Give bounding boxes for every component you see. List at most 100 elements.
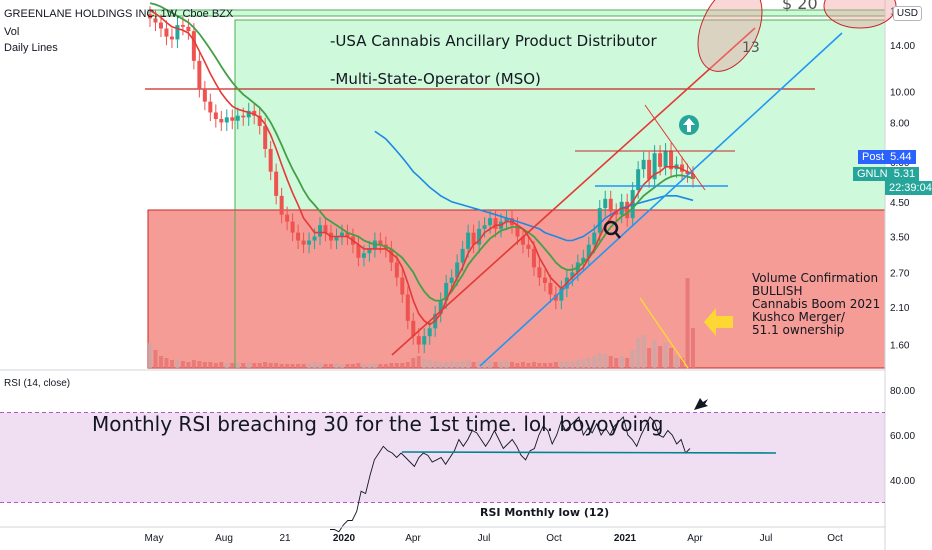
candle-body [241, 115, 246, 118]
time-tick-label: Jul [478, 533, 491, 544]
time-tick-label: Apr [405, 533, 421, 544]
candle-body [400, 277, 405, 295]
volume-bar [564, 361, 569, 368]
volume-bar [499, 362, 504, 368]
candle-body [570, 272, 575, 278]
volume-bar [504, 361, 509, 368]
price-tick-label: 2.70 [890, 268, 910, 279]
volume-bar [608, 356, 613, 368]
volume-bar [252, 363, 257, 368]
candle-body [186, 26, 191, 32]
volume-bar [219, 362, 224, 368]
volume-bar [301, 364, 306, 368]
volume-bar [197, 361, 202, 368]
volume-note-3: Cannabis Boom 2021 [752, 297, 881, 311]
volume-bar [202, 362, 207, 368]
candle-body [274, 171, 279, 196]
candle-body [647, 159, 652, 180]
volume-bar [334, 363, 339, 368]
volume-bar [586, 358, 591, 368]
candle-body [636, 169, 641, 191]
price-tick-label: 4.50 [890, 198, 910, 209]
candle-body [389, 248, 394, 263]
candle-body [641, 159, 646, 170]
candle-body [466, 232, 471, 249]
volume-bar [531, 362, 536, 368]
volume-bar [680, 358, 685, 368]
volume-bar [630, 350, 635, 368]
candle-body [180, 25, 185, 27]
candle-body [334, 236, 339, 241]
volume-bar [422, 359, 427, 368]
daily-lines-label: Daily Lines [4, 42, 58, 54]
volume-bar [592, 356, 597, 368]
candle-body [405, 294, 410, 321]
channel-lower-line [479, 32, 843, 367]
volume-bar [318, 363, 323, 368]
volume-bar [213, 363, 218, 368]
up-arrow-glyph [683, 118, 695, 132]
volume-bar [394, 363, 399, 368]
volume-bar [685, 278, 690, 368]
yellow-arrow-icon [704, 308, 733, 336]
volume-label: Vol [4, 26, 20, 38]
price-tick-label: 14.00 [890, 41, 915, 52]
volume-bar [542, 363, 547, 368]
volume-bar [647, 348, 652, 368]
volume-note-1: Volume Confirmation [752, 271, 879, 285]
volume-bar [515, 363, 520, 368]
volume-bar [383, 364, 388, 368]
time-tick-label: Oct [546, 533, 562, 544]
candle-body [531, 248, 536, 268]
volume-bar [290, 364, 295, 368]
volume-bar [641, 335, 646, 368]
candle-body [559, 288, 564, 301]
time-tick-label: 2020 [333, 533, 356, 544]
candle-body [235, 115, 240, 121]
candle-body [460, 248, 465, 263]
volume-bar [652, 340, 657, 368]
volume-bar [378, 364, 383, 368]
candle-body [652, 153, 657, 180]
candle-body [669, 151, 674, 170]
candle-body [290, 221, 295, 233]
candle-body [323, 225, 328, 233]
candle-body [312, 236, 317, 241]
volume-note-5: 51.1 ownership [752, 323, 845, 337]
candle-body [553, 294, 558, 301]
annotation-mso: -Multi-State-Operator (MSO) [330, 70, 541, 88]
candle-body [455, 262, 460, 278]
volume-bar [471, 362, 476, 368]
candle-body [257, 115, 262, 126]
candle-body [169, 36, 174, 40]
annotation-distributor: -USA Cannabis Ancillary Product Distribu… [330, 32, 657, 50]
volume-note-2: BULLISH [752, 284, 803, 298]
volume-bar [224, 363, 229, 368]
candle-body [592, 232, 597, 245]
candle-body [268, 148, 273, 172]
volume-bar [548, 363, 553, 368]
volume-bar [372, 363, 377, 368]
time-tick-label: 2021 [614, 533, 637, 544]
post-badge-label: Post [862, 151, 885, 163]
time-tick-label: 21 [279, 533, 291, 544]
candle-body [581, 257, 586, 263]
volume-bar [553, 362, 558, 368]
countdown-badge: 22:39:04 [885, 181, 932, 195]
wedge-line [644, 104, 706, 191]
volume-bar [230, 363, 235, 368]
currency-button[interactable]: USD [892, 6, 922, 21]
volume-bar [263, 362, 268, 368]
candle-body [208, 101, 213, 113]
volume-bar [625, 358, 630, 368]
annotation-price-20: $ 20 [782, 0, 818, 13]
rsi-line [330, 416, 691, 533]
candle-body [537, 267, 542, 278]
candle-body [202, 88, 207, 102]
price-tick-label: 3.50 [890, 233, 910, 244]
volume-bar [455, 362, 460, 368]
price-tick-label: 1.60 [890, 341, 910, 352]
volume-bar [169, 360, 174, 368]
candle-body [164, 28, 169, 37]
